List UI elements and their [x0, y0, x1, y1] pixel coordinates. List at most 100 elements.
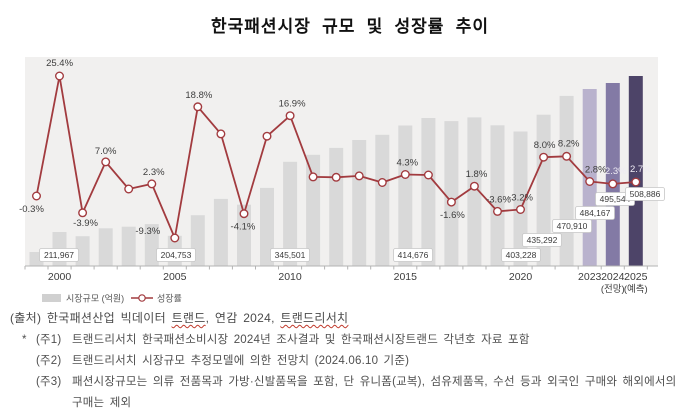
- value-label-box-2023: [575, 206, 615, 220]
- growth-label-2023: 2.8%: [585, 165, 607, 176]
- value-label-2022: 470,910: [557, 221, 588, 231]
- growth-label-2018: 1.8%: [466, 169, 488, 180]
- value-label-2023: 484,167: [580, 208, 611, 218]
- value-label-2000: 211,967: [44, 250, 74, 260]
- growth-marker-2017: [446, 197, 456, 207]
- value-label-box-2020: [501, 248, 541, 262]
- growth-marker-2025: [631, 177, 641, 187]
- x-axis-label-2005: 2005: [163, 271, 187, 283]
- growth-label-2015: 4.3%: [396, 158, 418, 169]
- bar-2014: [375, 134, 390, 266]
- bar-2001: [75, 236, 90, 266]
- footnote-label: (주1): [36, 334, 62, 346]
- growth-label-1999: -0.3%: [19, 204, 44, 215]
- growth-marker-2012: [331, 172, 341, 182]
- bar-2017: [444, 121, 459, 266]
- growth-marker-2014: [377, 177, 387, 187]
- value-label-2015: 414,676: [398, 250, 429, 260]
- growth-label-2000: 25.4%: [46, 58, 73, 69]
- value-label-box-2022: [552, 219, 592, 233]
- growth-marker-2008: [239, 209, 249, 219]
- source-term-underlined: 트랜드: [171, 311, 206, 325]
- growth-marker-2004: [147, 179, 157, 189]
- growth-label-2017: -1.6%: [440, 210, 465, 221]
- footnote-star: *: [22, 334, 27, 346]
- value-label-box-2005: [156, 248, 196, 262]
- bar-2011: [306, 154, 321, 266]
- bar-2016: [421, 118, 436, 266]
- source-text: , 연감 2024,: [205, 311, 281, 325]
- bar-2025: [628, 76, 643, 266]
- bar-2003: [121, 226, 136, 266]
- growth-marker-2016: [423, 170, 433, 180]
- bar-2015: [398, 125, 413, 266]
- bar-2018: [467, 117, 482, 267]
- growth-marker-2011: [308, 172, 318, 182]
- footnote-star: [22, 351, 36, 372]
- x-axis-sublabel-2024: (전망): [601, 284, 625, 295]
- fashion-market-chart: 2000 2005 2010 2015 2020 2023 2024(전망)2025(예측)…: [19, 57, 665, 304]
- legend-bar-swatch: [42, 294, 61, 302]
- growth-label-2002: 7.0%: [95, 146, 117, 157]
- footnote-3: (주3) 패션시장규모는 의류 전품목과 가방·신발품목을 포함, 단 유니폼(교…: [22, 372, 682, 414]
- footnote-text: 패션시장규모는 의류 전품목과 가방·신발품목을 포함, 단 유니폼(교복), …: [72, 376, 677, 409]
- source-line: (출처) 한국패션산업 빅데이터 트랜드, 연감 2024, 트랜드리서치: [10, 309, 690, 326]
- growth-label-2010: 16.9%: [279, 99, 306, 110]
- footnote-text: 트랜드리서치 시장규모 추정모델에 의한 전망치 (2024.06.10 기준): [72, 355, 410, 367]
- growth-label-2005: -9.3%: [135, 226, 160, 237]
- value-label-2010: 345,501: [275, 250, 306, 260]
- growth-label-2008: -4.1%: [231, 222, 256, 233]
- footnote-text: 트랜드리서치 한국패션소비시장 2024년 조사결과 및 한국패션시장트랜드 각…: [72, 334, 530, 346]
- growth-label-2025: 2.7%: [630, 164, 652, 175]
- growth-marker-2000: [55, 71, 65, 81]
- growth-marker-2006: [193, 102, 203, 112]
- x-axis-label-2024: 2024: [601, 271, 625, 283]
- bar-2008: [237, 204, 251, 266]
- x-axis-sublabel-2025: (예측): [624, 284, 648, 295]
- growth-label-2004: 2.3%: [143, 167, 165, 178]
- growth-marker-2010: [285, 111, 295, 121]
- growth-label-2006: 18.8%: [185, 90, 212, 101]
- growth-marker-2023: [585, 176, 595, 186]
- growth-marker-2022: [562, 151, 572, 161]
- x-axis-label-2020: 2020: [509, 271, 533, 283]
- growth-marker-2009: [262, 131, 272, 141]
- x-axis-label-2010: 2010: [278, 271, 302, 283]
- chart-title: 한국패션시장 규모 및 성장률 추이: [211, 17, 489, 36]
- footnote-1: * (주1) 트랜드리서치 한국패션소비시장 2024년 조사결과 및 한국패션시장…: [22, 330, 682, 351]
- bar-2007: [213, 198, 228, 266]
- bar-2012: [329, 147, 344, 266]
- growth-label-2022: 8.2%: [558, 138, 580, 149]
- growth-marker-1999: [32, 191, 42, 201]
- value-label-box-2015: [393, 248, 433, 262]
- growth-marker-2024: [608, 179, 618, 189]
- growth-marker-2002: [101, 157, 111, 167]
- source-text: (출처) 한국패션산업 빅데이터: [10, 311, 172, 325]
- footnote-label: (주3): [36, 376, 62, 388]
- x-axis-label-2015: 2015: [394, 271, 418, 283]
- growth-marker-2018: [469, 181, 479, 191]
- source-term-underlined: 트랜드리서치: [280, 311, 349, 325]
- footnote-label: (주2): [36, 355, 62, 367]
- value-label-2021: 435,292: [527, 235, 558, 245]
- footnote-2: (주2) 트랜드리서치 시장규모 추정모델에 의한 전망치 (2024.06.10…: [22, 351, 682, 372]
- footnote-star: [22, 372, 36, 414]
- bar-2002: [98, 228, 113, 266]
- value-label-box-2021: [522, 233, 562, 247]
- value-label-box-2000: [39, 248, 79, 262]
- value-label-2024: 495,544: [600, 194, 631, 204]
- value-label-box-2010: [270, 248, 310, 262]
- value-label-2020: 403,228: [506, 250, 537, 260]
- growth-marker-2015: [400, 169, 410, 179]
- growth-marker-2003: [124, 184, 134, 194]
- bar-2024: [605, 83, 620, 266]
- x-axis-label-2023: 2023: [578, 271, 602, 283]
- growth-label-2001: -3.9%: [73, 218, 98, 229]
- bar-2010: [283, 161, 298, 266]
- value-label-2005: 204,753: [161, 250, 192, 260]
- legend-line-marker-icon: [138, 294, 146, 302]
- footnotes: * (주1) 트랜드리서치 한국패션소비시장 2024년 조사결과 및 한국패션시장…: [22, 330, 682, 414]
- growth-marker-2021: [539, 152, 549, 162]
- bar-2013: [352, 140, 367, 266]
